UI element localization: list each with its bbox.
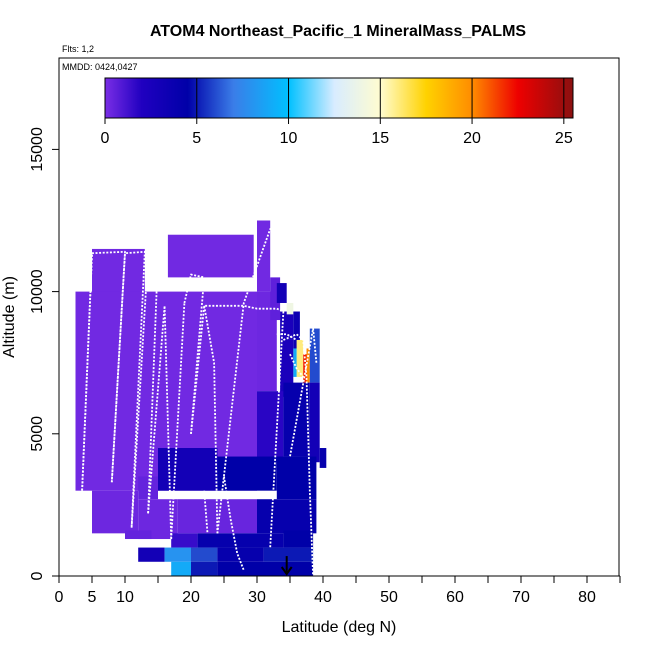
heatmap-cell bbox=[92, 248, 145, 298]
heatmap-cell bbox=[217, 547, 264, 562]
x-tick-label: 80 bbox=[578, 589, 596, 606]
x-tick-label: 20 bbox=[182, 589, 200, 606]
heatmap-cell bbox=[286, 302, 294, 315]
flight-track-segment bbox=[283, 333, 314, 577]
colorbar-tick-label: 20 bbox=[463, 130, 481, 147]
heatmap-cell bbox=[309, 328, 320, 383]
y-axis: 0 5000 10000 15000 bbox=[29, 127, 59, 580]
flight-track-segment bbox=[130, 253, 159, 528]
heatmap-cell bbox=[263, 547, 314, 562]
flight-track-segment bbox=[289, 327, 318, 457]
x-tick-label: 60 bbox=[446, 589, 464, 606]
heatmap-cell bbox=[257, 499, 317, 534]
heatmap-cell bbox=[167, 234, 254, 278]
flight-track-segment bbox=[223, 476, 245, 571]
heatmap-cell bbox=[217, 456, 277, 491]
colorbar-tick-label: 0 bbox=[101, 130, 110, 147]
heatmap-cell bbox=[217, 561, 314, 576]
colorbar-lines bbox=[196, 78, 565, 118]
flight-track-segment bbox=[203, 305, 219, 534]
heatmap-cell bbox=[306, 348, 310, 383]
x-tick-label: 50 bbox=[380, 589, 398, 606]
x-tick-label: 30 bbox=[248, 589, 266, 606]
colorbar-tick-label: 10 bbox=[280, 130, 298, 147]
x-tick-label: 5 bbox=[88, 589, 97, 606]
heatmap-cells bbox=[75, 220, 327, 576]
x-tick-label: 40 bbox=[314, 589, 332, 606]
flights-subtitle: Flts: 1,2 bbox=[62, 44, 94, 54]
heatmap-cell bbox=[138, 476, 158, 500]
heatmap-cell bbox=[197, 533, 284, 548]
heatmap-cell bbox=[276, 283, 287, 303]
heatmap-cell bbox=[125, 530, 152, 540]
arrow-head bbox=[280, 566, 293, 576]
colorbar-tick-label: 5 bbox=[192, 130, 201, 147]
heatmap-cell bbox=[293, 348, 297, 377]
x-tick-label: 70 bbox=[512, 589, 530, 606]
x-tick-label: 10 bbox=[116, 589, 134, 606]
colorbar-tick-label: 15 bbox=[371, 130, 389, 147]
heatmap-cell bbox=[276, 456, 317, 500]
dates-subtitle: MMDD: 0424,0427 bbox=[62, 62, 138, 72]
heatmap-cell bbox=[283, 530, 314, 548]
colorbar: 0 5 10 15 20 25 bbox=[101, 77, 574, 147]
heatmap-cell bbox=[158, 448, 218, 491]
heatmap-cell bbox=[257, 391, 284, 463]
x-axis-label: Latitude (deg N) bbox=[282, 619, 397, 636]
y-tick-label: 10000 bbox=[29, 269, 46, 314]
y-tick-label: 5000 bbox=[29, 416, 46, 452]
heatmap-cell bbox=[296, 339, 304, 377]
flight-track-segment bbox=[289, 353, 304, 378]
heatmap-cell bbox=[309, 382, 320, 463]
heatmap-cell bbox=[270, 277, 281, 321]
heatmap-cell bbox=[280, 311, 294, 340]
flight-track-segment bbox=[190, 304, 284, 434]
heatmap-cell bbox=[92, 490, 139, 534]
heatmap-cell bbox=[191, 547, 218, 562]
flight-track bbox=[81, 228, 318, 577]
colorbar-tick-label: 25 bbox=[555, 130, 573, 147]
heatmap-cell bbox=[171, 533, 198, 548]
y-tick-label: 15000 bbox=[29, 127, 46, 172]
y-axis-label: Altitude (m) bbox=[1, 276, 18, 358]
chart-title: ATOM4 Northeast_Pacific_1 MineralMass_PA… bbox=[150, 23, 526, 40]
flight-track-segment bbox=[216, 228, 281, 534]
flight-track-segment bbox=[147, 304, 173, 540]
x-axis: 0 5 10 20 30 40 50 60 70 80 bbox=[55, 575, 621, 606]
colorbar-ticks: 0 5 10 15 20 25 bbox=[101, 118, 573, 147]
flight-track-segment bbox=[183, 273, 206, 434]
colorbar-gradient bbox=[104, 77, 574, 119]
heatmap-cell bbox=[191, 561, 218, 576]
location-arrow bbox=[280, 556, 293, 576]
heatmap-cell bbox=[171, 561, 191, 576]
heatmap-cell bbox=[257, 220, 271, 292]
heatmap-cell bbox=[164, 547, 191, 562]
heatmap-cell bbox=[319, 448, 327, 468]
flight-track-segment bbox=[110, 250, 146, 528]
y-tick-label: 0 bbox=[29, 571, 46, 580]
x-tick-label: 0 bbox=[55, 589, 64, 606]
heatmap-cell bbox=[293, 311, 300, 349]
heatmap-cell bbox=[138, 547, 165, 562]
